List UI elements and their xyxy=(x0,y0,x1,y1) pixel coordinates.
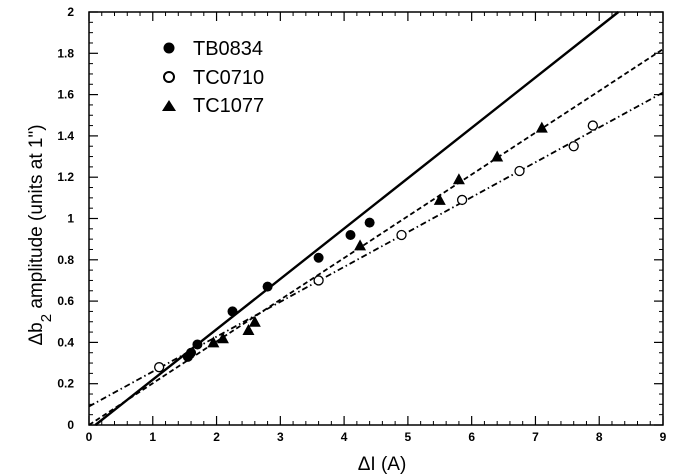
data-point-tc1077 xyxy=(207,336,220,348)
data-point-tb0834 xyxy=(262,281,273,292)
y-tick-label: 1 xyxy=(67,212,74,226)
y-tick-label: 1.4 xyxy=(57,129,74,143)
y-tick-label: 1.8 xyxy=(57,46,74,60)
y-tick-label: 2 xyxy=(67,5,74,19)
fit-line-tc1077 xyxy=(88,48,664,426)
y-axis-label: Δb2 amplitude (units at 1") xyxy=(26,124,55,345)
y-tick-label: 0 xyxy=(67,418,74,432)
x-tick-label: 3 xyxy=(277,430,284,444)
legend-marker-filled-triangle xyxy=(162,100,176,111)
x-tick-label: 8 xyxy=(596,430,603,444)
legend-label-tc1077: TC1077 xyxy=(193,95,264,117)
y-tick-label: 1.6 xyxy=(57,88,74,102)
y-tick-label: 1.2 xyxy=(57,170,74,184)
plot-area: 0 1 2 3 4 5 6 7 8 9 0 0.2 0.4 0.6 0.8 1 1.2 1.4 1.6 1.8 2 xyxy=(57,5,666,444)
y-axis-ticks: 0 0.2 0.4 0.6 0.8 1 1.2 1.4 1.6 1.8 2 xyxy=(57,5,663,432)
y-axis-label-subscript: 2 xyxy=(38,314,55,322)
data-points xyxy=(154,120,598,373)
x-tick-label: 6 xyxy=(468,430,475,444)
data-point-tc0710 xyxy=(154,362,165,373)
data-point-tc1077 xyxy=(535,121,548,133)
data-point-tc0710 xyxy=(456,194,468,206)
legend-item-tb0834: TB0834 xyxy=(163,38,263,60)
x-tick-label: 5 xyxy=(405,430,412,444)
data-point-tc0710 xyxy=(396,229,407,241)
legend-label-tb0834: TB0834 xyxy=(193,38,263,60)
y-axis-label-prefix: Δb xyxy=(26,322,47,345)
x-tick-label: 2 xyxy=(213,430,220,444)
data-point-tc0710 xyxy=(568,141,579,152)
y-tick-label: 0.6 xyxy=(57,294,74,308)
data-point-tc0710 xyxy=(313,275,324,286)
legend-item-tc0710: TC0710 xyxy=(163,67,264,89)
x-tick-label: 1 xyxy=(149,430,156,444)
data-point-tc1077 xyxy=(216,332,229,344)
fit-line-tc0710 xyxy=(88,91,664,408)
legend-label-tc0710: TC0710 xyxy=(193,67,264,89)
data-point-tb0834 xyxy=(186,347,197,358)
fit-line-tb0834 xyxy=(94,11,620,426)
y-tick-label: 0.4 xyxy=(57,335,74,349)
x-axis-ticks: 0 1 2 3 4 5 6 7 8 9 xyxy=(86,12,667,444)
data-point-tb0834 xyxy=(345,230,356,241)
data-point-tb0834 xyxy=(192,339,203,350)
x-tick-label: 9 xyxy=(660,430,667,444)
data-point-tb0834 xyxy=(227,306,238,317)
x-axis-label: ΔI (A) xyxy=(358,454,407,475)
data-point-tc1077 xyxy=(491,150,504,162)
y-tick-label: 0.8 xyxy=(57,253,74,267)
y-tick-label: 0.2 xyxy=(57,377,74,391)
fit-lines xyxy=(88,11,664,426)
x-tick-label: 0 xyxy=(86,430,93,444)
x-tick-label: 4 xyxy=(341,430,348,444)
data-point-tc1077 xyxy=(452,173,465,185)
legend-marker-open-circle xyxy=(163,71,175,83)
x-tick-label: 7 xyxy=(532,430,539,444)
legend-marker-filled-circle xyxy=(163,42,175,54)
legend-item-tc1077: TC1077 xyxy=(162,95,264,117)
legend: TB0834 TC0710 TC1077 xyxy=(162,38,264,117)
data-point-tc0710 xyxy=(587,120,598,131)
y-axis-label-rest: amplitude (units at 1") xyxy=(26,124,47,313)
data-point-tc1077 xyxy=(354,239,367,251)
data-point-tb0834 xyxy=(313,252,324,263)
data-point-tc1077 xyxy=(433,193,446,205)
data-point-tc1077 xyxy=(242,324,255,336)
data-point-tc1077 xyxy=(248,315,261,327)
data-point-tb0834 xyxy=(364,217,375,228)
data-point-tc0710 xyxy=(514,165,525,177)
